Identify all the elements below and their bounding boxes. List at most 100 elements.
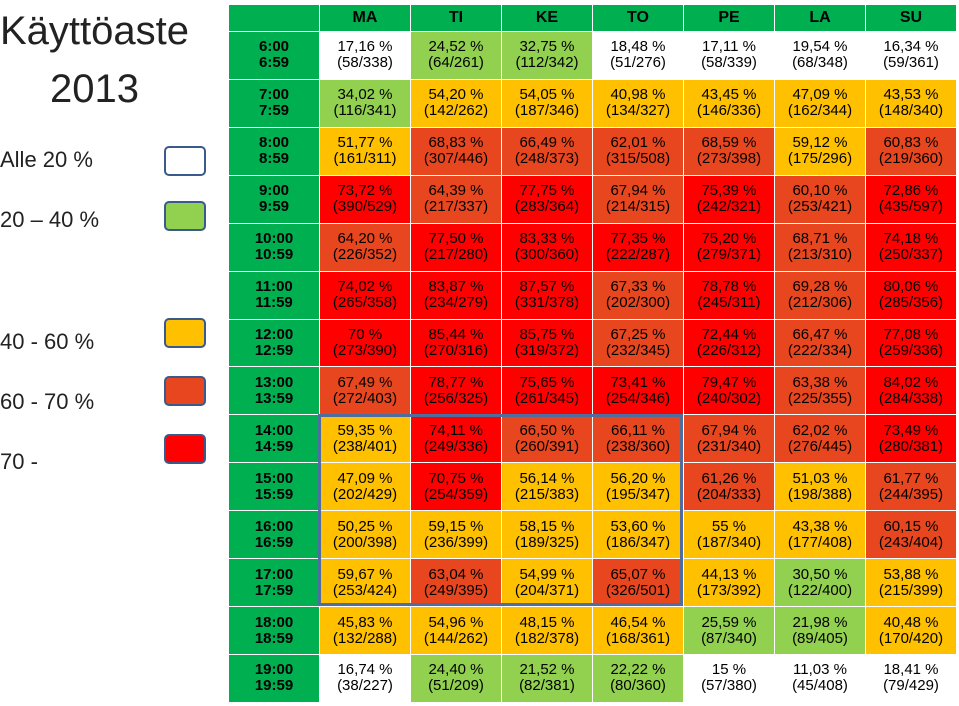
- time-slot-label: 16:00 16:59: [228, 510, 320, 560]
- time-row: 16:00 16:59 50,25 % (200/398) 59,15 % (236/39…: [228, 510, 957, 560]
- cell-count: (112/342): [515, 54, 579, 72]
- cell-count: (242/321): [696, 198, 762, 216]
- cell-count: (435/597): [878, 198, 944, 216]
- heatmap-cell-ma: 45,83 % (132/288): [319, 606, 411, 655]
- heatmap-cell-to: 46,54 % (168/361): [592, 606, 684, 655]
- cell-count: (238/360): [605, 437, 671, 455]
- cell-count: (79/429): [883, 677, 939, 695]
- cell-count: (315/508): [605, 150, 671, 168]
- cell-count: (280/381): [878, 437, 944, 455]
- heatmap-cell-ma: 73,72 % (390/529): [319, 174, 411, 224]
- time-slot-end: 11:59: [255, 294, 293, 312]
- cell-count: (279/371): [696, 246, 762, 264]
- time-slot-label: 9:00 9:59: [228, 174, 320, 224]
- cell-percentage: 74,18 %: [883, 230, 939, 248]
- cell-count: (390/529): [332, 198, 398, 216]
- cell-percentage: 61,77 %: [883, 469, 939, 487]
- cell-percentage: 30,50 %: [792, 565, 848, 583]
- heatmap-cell-ma: 16,74 % (38/227): [319, 653, 411, 704]
- time-slot-end: 7:59: [258, 102, 290, 120]
- time-slot-start: 6:00: [258, 38, 290, 56]
- cell-percentage: 84,02 %: [883, 373, 939, 391]
- cell-count: (238/401): [332, 437, 398, 455]
- heatmap-cell-to: 22,22 % (80/360): [592, 653, 684, 704]
- cell-percentage: 55 %: [711, 517, 747, 535]
- cell-count: (198/388): [787, 485, 853, 503]
- time-slot-end: 17:59: [254, 581, 294, 599]
- cell-percentage: 58,15 %: [519, 517, 575, 535]
- cell-percentage: 21,52 %: [519, 661, 575, 679]
- heatmap-cell-pe: 44,13 % (173/392): [683, 558, 775, 608]
- cell-percentage: 73,72 %: [337, 182, 393, 200]
- cell-count: (222/334): [787, 341, 853, 359]
- cell-count: (177/408): [787, 533, 853, 551]
- cell-count: (161/311): [333, 150, 397, 168]
- cell-count: (148/340): [878, 102, 944, 120]
- heatmap-cell-ma: 59,67 % (253/424): [319, 558, 411, 608]
- cell-count: (331/378): [514, 294, 580, 312]
- legend-label-40-60: 40 - 60 %: [0, 329, 95, 354]
- heatmap-cell-ti: 54,96 % (144/262): [410, 606, 502, 655]
- cell-count: (45/408): [792, 677, 848, 695]
- cell-percentage: 78,78 %: [701, 278, 757, 296]
- heatmap-cell-ke: 48,15 % (182/378): [501, 606, 593, 655]
- cell-percentage: 51,03 %: [792, 469, 848, 487]
- cell-percentage: 70 %: [347, 325, 383, 343]
- heatmap-body: 6:00 6:59 17,16 % (58/338) 24,52 % (64/261) 32…: [228, 31, 957, 704]
- heatmap-cell-la: 11,03 % (45/408): [774, 653, 866, 704]
- heatmap-cell-pe: 75,20 % (279/371): [683, 222, 775, 272]
- cell-percentage: 54,99 %: [519, 565, 575, 583]
- cell-count: (51/276): [610, 54, 666, 72]
- cell-percentage: 61,26 %: [701, 469, 757, 487]
- heatmap-cell-ti: 54,20 % (142/262): [410, 78, 502, 128]
- cell-percentage: 60,10 %: [792, 182, 848, 200]
- heatmap-cell-pe: 17,11 % (58/339): [683, 31, 775, 80]
- heatmap-cell-to: 40,98 % (134/327): [592, 78, 684, 128]
- heatmap-cell-pe: 67,94 % (231/340): [683, 414, 775, 464]
- heatmap-cell-ma: 59,35 % (238/401): [319, 414, 411, 464]
- time-slot-start: 17:00: [254, 565, 294, 583]
- heatmap-cell-ti: 59,15 % (236/399): [410, 510, 502, 560]
- time-slot-end: 10:59: [254, 246, 294, 264]
- cell-count: (202/300): [605, 294, 671, 312]
- heatmap-cell-su: 60,15 % (243/404): [865, 510, 957, 560]
- heatmap-cell-la: 47,09 % (162/344): [774, 78, 866, 128]
- cell-percentage: 75,39 %: [701, 182, 757, 200]
- time-slot-start: 13:00: [254, 373, 294, 391]
- cell-percentage: 67,49 %: [337, 373, 393, 391]
- cell-count: (222/287): [605, 246, 671, 264]
- heatmap-cell-pe: 72,44 % (226/312): [683, 318, 775, 368]
- heatmap-cell-to: 18,48 % (51/276): [592, 31, 684, 80]
- cell-count: (217/337): [423, 198, 489, 216]
- cell-percentage: 72,44 %: [701, 325, 757, 343]
- cell-percentage: 19,54 %: [792, 38, 848, 56]
- heatmap-cell-pe: 79,47 % (240/302): [683, 366, 775, 416]
- legend-swatch-over-70: [164, 434, 206, 464]
- cell-percentage: 59,12 %: [792, 134, 848, 152]
- cell-percentage: 56,14 %: [519, 469, 575, 487]
- cell-count: (80/360): [610, 677, 666, 695]
- cell-count: (243/404): [878, 533, 944, 551]
- cell-percentage: 40,98 %: [610, 86, 666, 104]
- cell-percentage: 59,15 %: [428, 517, 484, 535]
- cell-percentage: 67,33 %: [610, 278, 666, 296]
- heatmap-cell-pe: 78,78 % (245/311): [683, 270, 775, 320]
- heatmap-cell-ke: 66,50 % (260/391): [501, 414, 593, 464]
- cell-count: (168/361): [605, 629, 671, 647]
- cell-percentage: 43,53 %: [883, 86, 939, 104]
- heatmap-cell-ma: 47,09 % (202/429): [319, 462, 411, 512]
- day-header-row: MA TI KE TO PE LA SU: [228, 4, 957, 32]
- time-slot-end: 18:59: [254, 629, 294, 647]
- cell-percentage: 77,75 %: [519, 182, 575, 200]
- cell-percentage: 75,65 %: [519, 373, 575, 391]
- cell-count: (146/336): [696, 102, 762, 120]
- cell-count: (87/340): [701, 629, 757, 647]
- time-slot-start: 15:00: [254, 469, 294, 487]
- heatmap-cell-ke: 54,05 % (187/346): [501, 78, 593, 128]
- cell-percentage: 17,11 %: [702, 38, 756, 56]
- cell-count: (58/339): [701, 54, 757, 72]
- time-slot-start: 14:00: [254, 421, 294, 439]
- heatmap-cell-su: 61,77 % (244/395): [865, 462, 957, 512]
- cell-percentage: 69,28 %: [792, 278, 848, 296]
- cell-count: (265/358): [332, 294, 398, 312]
